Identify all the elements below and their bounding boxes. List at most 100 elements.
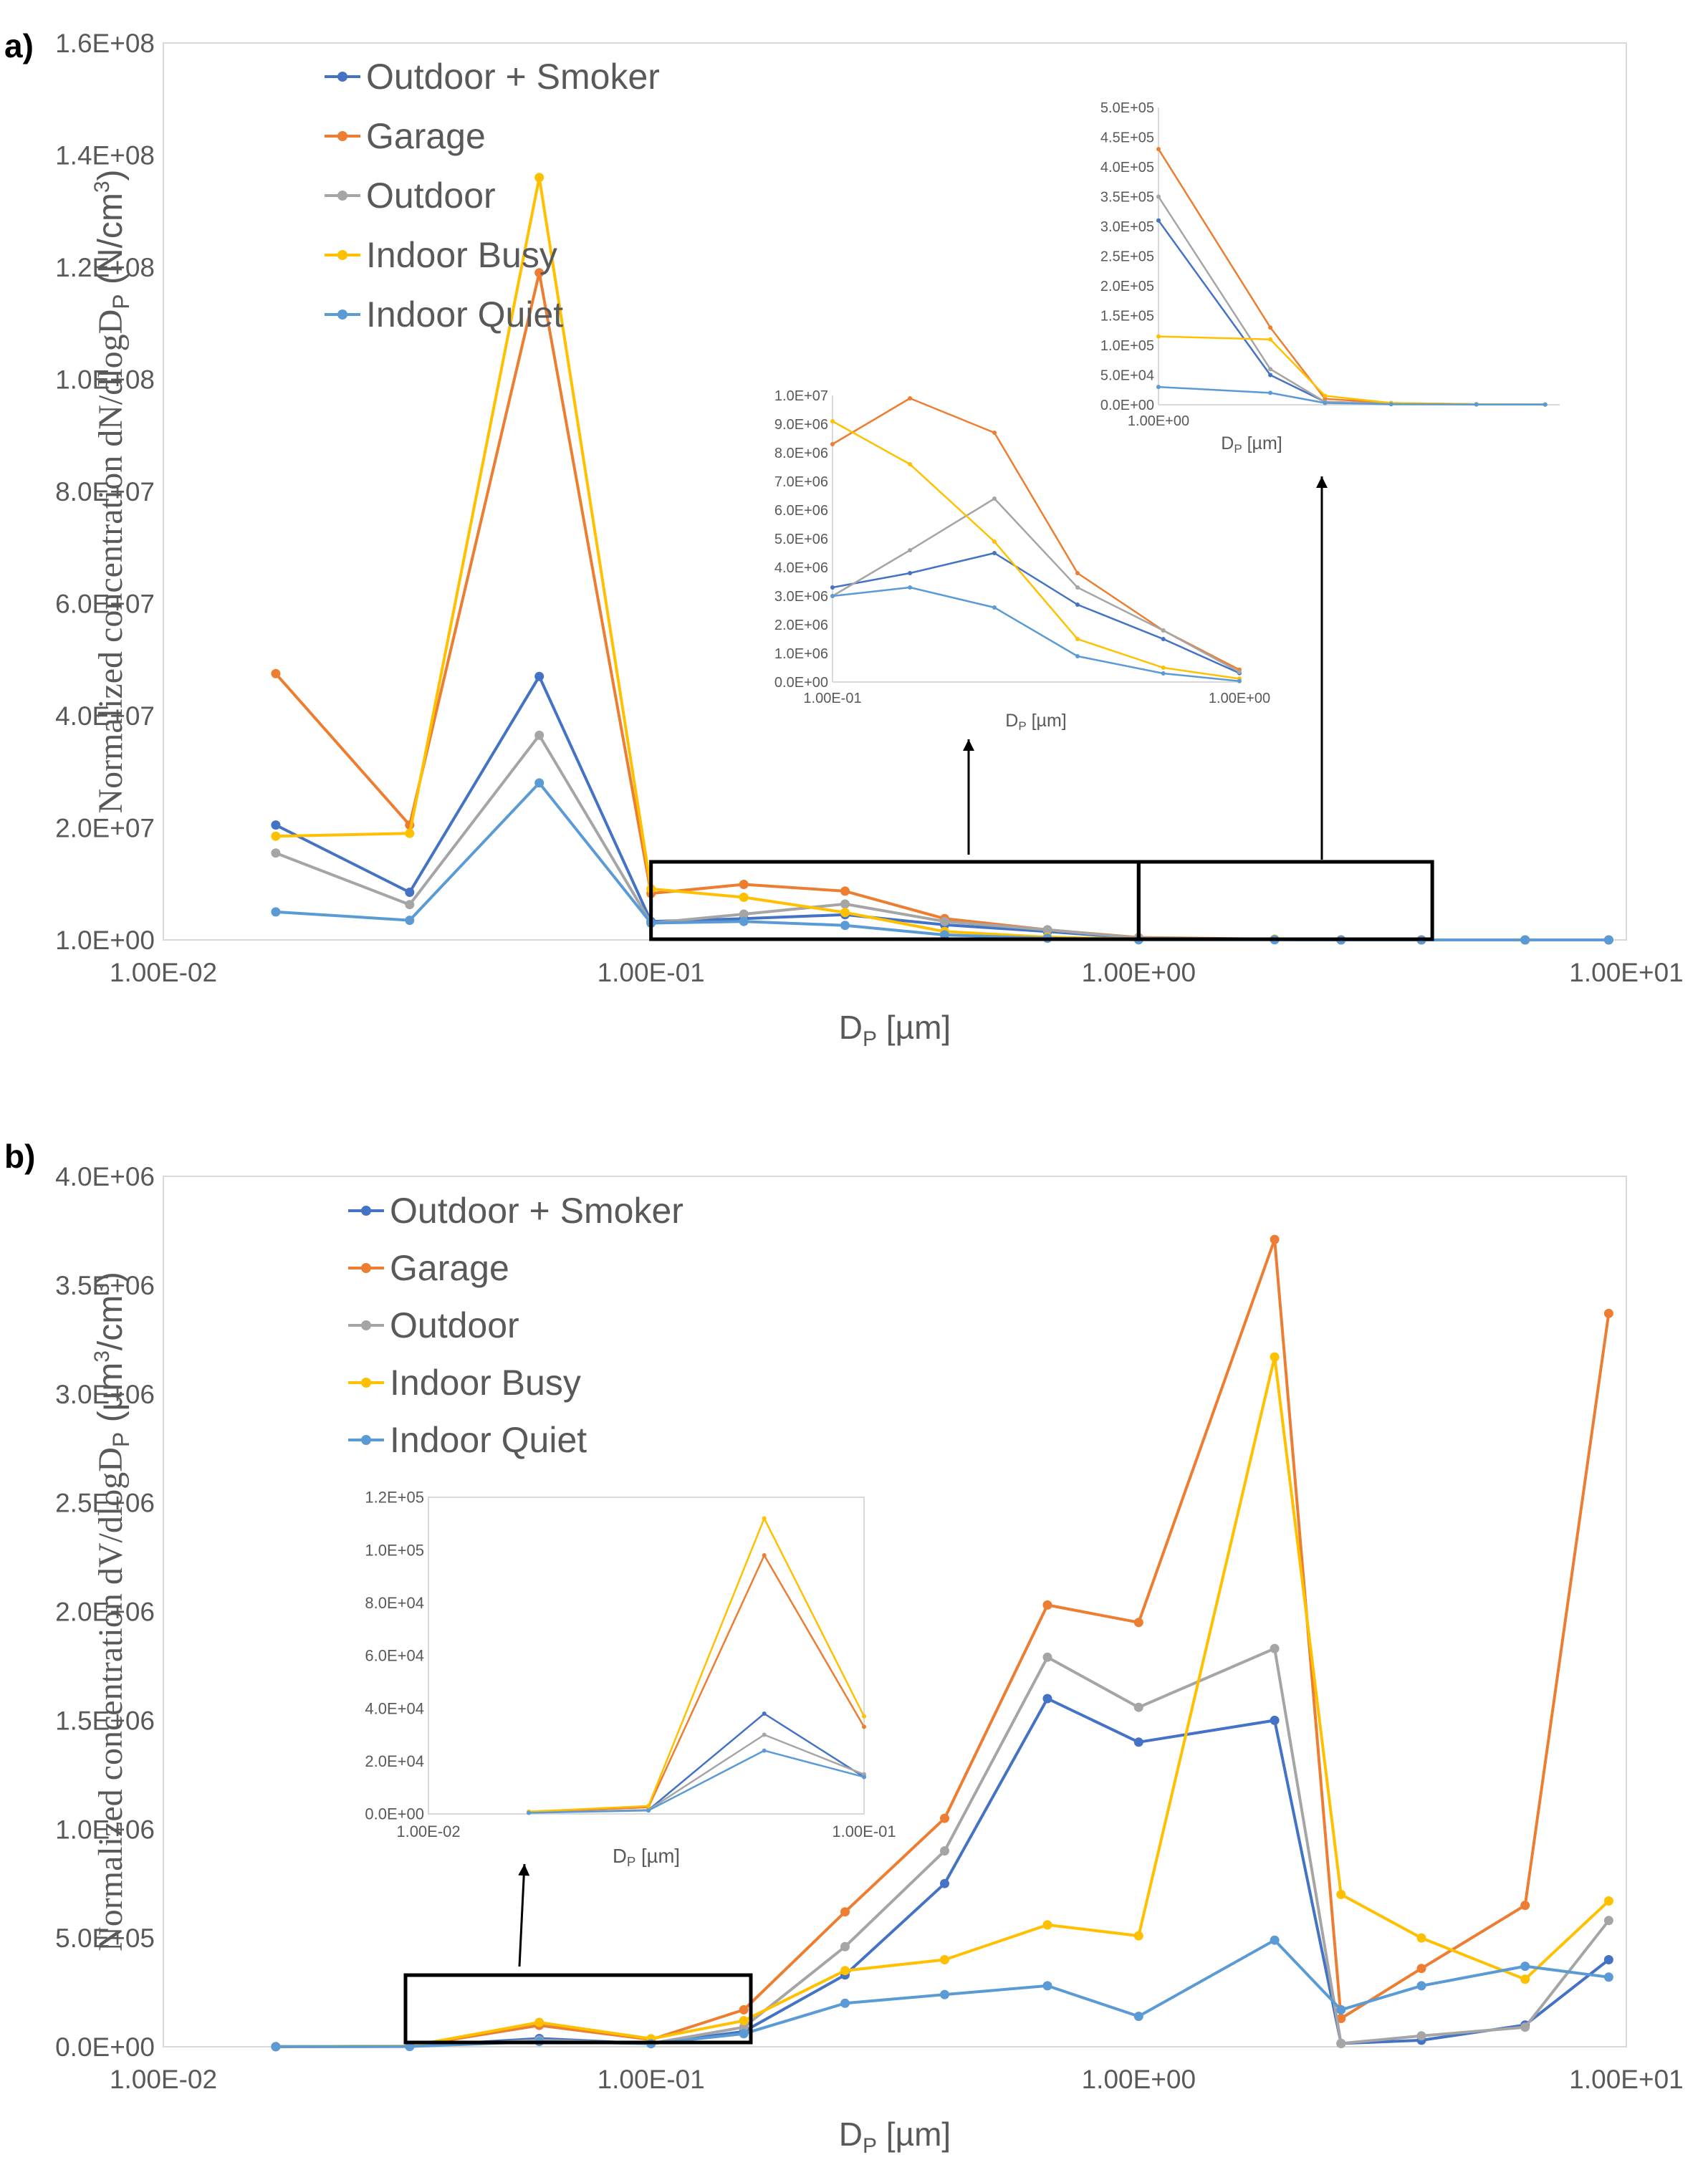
inset-a-2: 0.0E+00 5.0E+04 1.0E+05 1.5E+05 2.0E+05 2.5E+… — [1100, 100, 1560, 456]
legend-label: Garage — [390, 1248, 509, 1288]
series-indoor-quiet-point-12 — [1520, 935, 1530, 945]
y-tick-label: 4.0E+07 — [55, 701, 155, 731]
legend-label: Indoor Busy — [390, 1363, 581, 1403]
arrow-head — [1316, 476, 1328, 488]
inset-series-outdoor-smoker-point-0 — [830, 585, 835, 590]
legend-item-outdoor-smoker: Outdoor + Smoker — [348, 1191, 683, 1231]
series-outdoor-point-1 — [405, 900, 415, 910]
y-tick-label: 1.0E+06 — [55, 1815, 155, 1844]
inset-y-tick-label: 5.0E+04 — [1100, 368, 1154, 384]
inset-y-tick-label: 2.5E+05 — [1100, 249, 1154, 265]
inset-series-outdoor-smoker-point-4 — [1161, 637, 1166, 641]
series-indoor-busy-point-7 — [1042, 1920, 1052, 1930]
arrow-head — [963, 739, 974, 751]
arrow-shaft — [518, 1863, 526, 1967]
legend-item-outdoor-smoker: Outdoor + Smoker — [325, 57, 660, 97]
series-outdoor-point-7 — [1042, 925, 1052, 935]
x-tick-label: 1.00E-01 — [598, 958, 705, 987]
y-tick-label: 2.0E+07 — [55, 814, 155, 843]
inset-y-tick-label: 8.0E+04 — [365, 1594, 424, 1612]
inset-series-indoor-quiet-point-0 — [830, 594, 835, 598]
inset-series-outdoor-line — [832, 497, 1240, 673]
series-indoor-quiet-point-2 — [534, 778, 544, 788]
inset-series-outdoor-smoker-point-0 — [1156, 218, 1161, 223]
y-tick-label: 1.5E+06 — [55, 1706, 155, 1735]
legend-marker — [361, 1435, 371, 1445]
series-garage-point-12 — [1520, 1901, 1530, 1911]
legend-label: Outdoor + Smoker — [366, 57, 660, 97]
inset-x-tick-label: 1.00E-02 — [396, 1823, 460, 1840]
series-garage-point-13 — [1603, 1308, 1613, 1318]
series-garage-point-11 — [1416, 1964, 1426, 1974]
inset-y-tick-label: 0.0E+00 — [774, 675, 828, 691]
series-garage-point-6 — [940, 1813, 949, 1823]
series-indoor-busy-point-2 — [534, 2017, 544, 2027]
series-outdoor-point-5 — [840, 1941, 850, 1951]
inset-y-tick-label: 2.0E+06 — [774, 618, 828, 633]
inset-series-group — [830, 396, 1242, 683]
inset-y-tick-label: 1.0E+05 — [365, 1541, 424, 1559]
series-outdoor-smoker-point-6 — [940, 1878, 949, 1888]
series-garage-point-5 — [840, 886, 850, 896]
inset-series-indoor-quiet-line — [1158, 385, 1545, 406]
inset-x-tick-label: 1.00E+00 — [1209, 691, 1270, 706]
y-tick-label: 0.0E+00 — [55, 2032, 155, 2062]
y-tick-label: 1.2E+08 — [55, 253, 155, 282]
inset-series-group — [527, 1516, 866, 1815]
legend-label: Indoor Quiet — [366, 294, 563, 335]
y-tick-label: 8.0E+07 — [55, 477, 155, 506]
legend-item-garage: Garage — [325, 116, 486, 156]
series-indoor-busy-point-1 — [405, 828, 415, 838]
inset-series-garage-line — [832, 397, 1240, 671]
inset-series-indoor-busy-point-1 — [1268, 337, 1273, 342]
series-garage-point-9 — [1270, 1234, 1280, 1244]
inset-series-outdoor-point-4 — [1161, 628, 1166, 633]
series-outdoor-point-8 — [1133, 1702, 1143, 1712]
legend: Outdoor + Smoker Garage Outdoor Indoor Busy… — [348, 1191, 683, 1460]
inset-series-outdoor-point-1 — [1268, 367, 1273, 372]
inset-series-indoor-quiet-point-0 — [1156, 385, 1161, 390]
series-indoor-busy-point-8 — [1133, 1931, 1143, 1941]
inset-series-indoor-quiet-point-4 — [1474, 402, 1479, 407]
legend: Outdoor + Smoker Garage Outdoor Indoor Busy… — [325, 57, 660, 335]
series-indoor-quiet-point-7 — [1042, 1981, 1052, 1991]
inset-series-outdoor-smoker-point-2 — [762, 1711, 767, 1716]
series-indoor-quiet-point-12 — [1520, 1962, 1530, 1972]
inset-series-indoor-quiet-point-2 — [762, 1748, 767, 1753]
series-indoor-busy-point-12 — [1520, 1974, 1530, 1984]
inset-series-indoor-busy-point-1 — [908, 462, 913, 466]
series-indoor-busy-point-11 — [1416, 1933, 1426, 1943]
inset-series-outdoor-line — [529, 1734, 865, 1814]
inset-series-garage-point-1 — [1268, 325, 1273, 330]
series-garage-point-10 — [1336, 2014, 1346, 2023]
inset-y-tick-label: 4.5E+05 — [1100, 130, 1154, 146]
inset-y-tick-label: 1.0E+05 — [1100, 338, 1154, 354]
series-indoor-busy-point-10 — [1336, 1889, 1346, 1899]
series-indoor-busy-point-2 — [534, 173, 544, 183]
series-indoor-busy-point-5 — [840, 1966, 850, 1976]
inset-series-indoor-quiet-point-5 — [1543, 402, 1548, 407]
series-garage-line — [274, 271, 1609, 941]
inset-series-garage-point-2 — [992, 431, 997, 435]
panel-label: b) — [4, 1138, 35, 1175]
legend-marker — [337, 72, 347, 82]
series-garage-point-4 — [739, 2004, 749, 2015]
inset-series-garage-point-0 — [1156, 147, 1161, 152]
y-tick-label: 1.4E+08 — [55, 141, 155, 171]
inset-series-group — [1156, 147, 1548, 407]
inset-series-indoor-busy-point-2 — [762, 1516, 767, 1521]
inset-series-indoor-busy-line — [832, 420, 1240, 680]
series-outdoor-point-6 — [940, 916, 949, 926]
series-indoor-quiet-point-8 — [1133, 2012, 1143, 2021]
legend-item-garage: Garage — [348, 1248, 509, 1288]
series-outdoor-point-12 — [1520, 2022, 1530, 2032]
x-tick-label: 1.00E-01 — [598, 2065, 705, 2094]
inset-series-garage-point-3 — [1075, 571, 1080, 575]
inset-series-indoor-busy-point-1 — [646, 1803, 651, 1808]
inset-series-indoor-quiet-line — [832, 586, 1240, 683]
inset-y-tick-label: 4.0E+05 — [1100, 160, 1154, 176]
y-tick-label: 6.0E+07 — [55, 590, 155, 619]
series-group — [271, 173, 1613, 945]
y-tick-label: 1.6E+08 — [55, 29, 155, 58]
inset-y-tick-label: 1.5E+05 — [1100, 309, 1154, 325]
